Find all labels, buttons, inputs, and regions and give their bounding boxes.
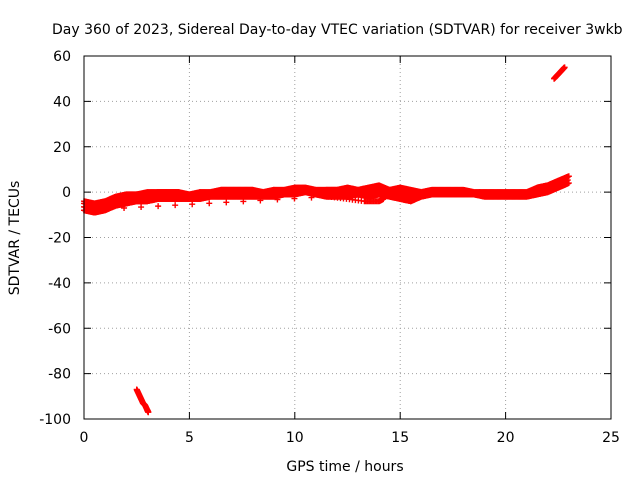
y-tick-label: -80 xyxy=(48,367,71,383)
data-point xyxy=(138,204,145,211)
y-tick-label: 40 xyxy=(53,94,71,110)
data-point xyxy=(175,189,182,196)
x-tick-label: 15 xyxy=(391,430,409,446)
data-point xyxy=(206,200,213,207)
x-tick-label: 20 xyxy=(497,430,515,446)
x-tick-label: 25 xyxy=(602,430,620,446)
tick-labels: 0 5 10 15 20 25 -100 -80 -60 -40 -20 0 20 40 60 xyxy=(39,49,620,446)
y-tick-label: -20 xyxy=(48,231,71,247)
y-tick-label: -60 xyxy=(48,321,71,337)
y-tick-label: -40 xyxy=(48,276,71,292)
y-tick-label: 60 xyxy=(53,49,71,65)
y-axis-label: SDTVAR / TECUs xyxy=(7,181,23,296)
data-point xyxy=(465,187,472,194)
data-point xyxy=(249,186,256,193)
data-points xyxy=(81,64,572,416)
data-point xyxy=(189,201,196,208)
x-axis-label: GPS time / hours xyxy=(286,459,403,475)
data-point xyxy=(145,409,152,416)
data-point xyxy=(223,199,230,206)
data-point xyxy=(564,173,571,180)
data-point xyxy=(155,203,162,210)
y-tick-label: 20 xyxy=(53,140,71,156)
x-tick-label: 10 xyxy=(286,430,304,446)
grid xyxy=(84,56,611,419)
y-tick-label: -100 xyxy=(39,412,71,428)
x-tick-label: 5 xyxy=(185,430,194,446)
data-point xyxy=(561,64,568,71)
chart-title: Day 360 of 2023, Sidereal Day-to-day VTE… xyxy=(52,22,623,38)
axis-ticks xyxy=(83,55,612,420)
data-point xyxy=(172,202,179,209)
y-tick-label: 0 xyxy=(62,185,71,201)
x-tick-label: 0 xyxy=(80,430,89,446)
